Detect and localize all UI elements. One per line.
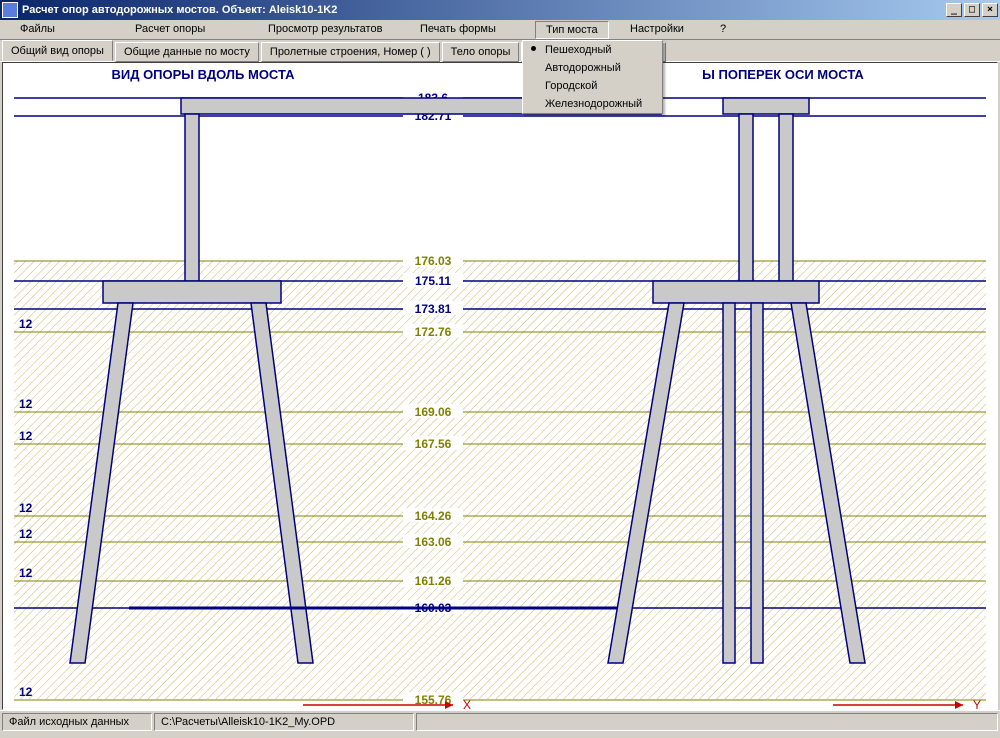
app-window: Расчет опор автодорожных мостов. Объект:…: [0, 0, 1000, 738]
drawing-canvas: 183.6182.71176.03175.11173.81172.76169.0…: [2, 62, 998, 710]
svg-text:167.56: 167.56: [415, 437, 452, 451]
svg-text:12: 12: [19, 501, 33, 515]
minimize-button[interactable]: _: [946, 3, 962, 17]
svg-text:Y: Y: [973, 698, 981, 709]
svg-text:161.26: 161.26: [415, 574, 452, 588]
bridge-type-dropdown: ПешеходныйАвтодорожныйГородскойЖелезнодо…: [522, 40, 663, 114]
dropdown-item-2[interactable]: Городской: [523, 77, 662, 95]
tabbar: Общий вид опорыОбщие данные по мостуПрол…: [0, 40, 1000, 62]
svg-text:175.11: 175.11: [415, 274, 451, 288]
menu-3[interactable]: Печать формы: [410, 21, 506, 37]
menu-4[interactable]: Тип моста: [535, 21, 609, 39]
titlebar: Расчет опор автодорожных мостов. Объект:…: [0, 0, 1000, 20]
maximize-button[interactable]: □: [964, 3, 980, 17]
status-spacer: [416, 713, 998, 731]
tab-3[interactable]: Тело опоры: [442, 42, 520, 62]
svg-text:173.81: 173.81: [415, 302, 452, 316]
svg-text:12: 12: [19, 566, 33, 580]
tab-0[interactable]: Общий вид опоры: [2, 40, 113, 61]
window-title: Расчет опор автодорожных мостов. Объект:…: [22, 4, 946, 16]
status-label: Файл исходных данных: [2, 713, 152, 731]
svg-text:Ы ПОПЕРЕК ОСИ МОСТА: Ы ПОПЕРЕК ОСИ МОСТА: [702, 67, 864, 82]
statusbar: Файл исходных данных C:\Расчеты\Alleisk1…: [0, 710, 1000, 732]
svg-text:163.06: 163.06: [415, 535, 452, 549]
svg-text:12: 12: [19, 397, 33, 411]
svg-text:169.06: 169.06: [415, 405, 452, 419]
svg-text:172.76: 172.76: [415, 325, 452, 339]
svg-text:176.03: 176.03: [415, 254, 452, 268]
menu-6[interactable]: ?: [710, 21, 736, 37]
svg-text:164.26: 164.26: [415, 509, 452, 523]
bullet-icon: [531, 46, 536, 51]
status-path: C:\Расчеты\Alleisk10-1K2_My.OPD: [154, 713, 414, 731]
svg-text:ВИД ОПОРЫ ВДОЛЬ МОСТА: ВИД ОПОРЫ ВДОЛЬ МОСТА: [111, 67, 295, 82]
close-button[interactable]: ×: [982, 3, 998, 17]
svg-text:12: 12: [19, 527, 33, 541]
dropdown-item-0[interactable]: Пешеходный: [523, 41, 662, 59]
svg-text:12: 12: [19, 317, 33, 331]
svg-text:12: 12: [19, 429, 33, 443]
svg-text:12: 12: [19, 685, 33, 699]
tab-1[interactable]: Общие данные по мосту: [115, 42, 259, 62]
app-icon: [2, 2, 18, 18]
dropdown-item-3[interactable]: Железнодорожный: [523, 95, 662, 113]
window-buttons: _ □ ×: [946, 3, 998, 17]
tab-2[interactable]: Пролетные строения, Номер ( ): [261, 42, 440, 62]
svg-text:X: X: [463, 698, 471, 709]
menu-0[interactable]: Файлы: [10, 21, 65, 37]
menu-1[interactable]: Расчет опоры: [125, 21, 215, 37]
menu-5[interactable]: Настройки: [620, 21, 694, 37]
dropdown-item-1[interactable]: Автодорожный: [523, 59, 662, 77]
menu-2[interactable]: Просмотр результатов: [258, 21, 392, 37]
